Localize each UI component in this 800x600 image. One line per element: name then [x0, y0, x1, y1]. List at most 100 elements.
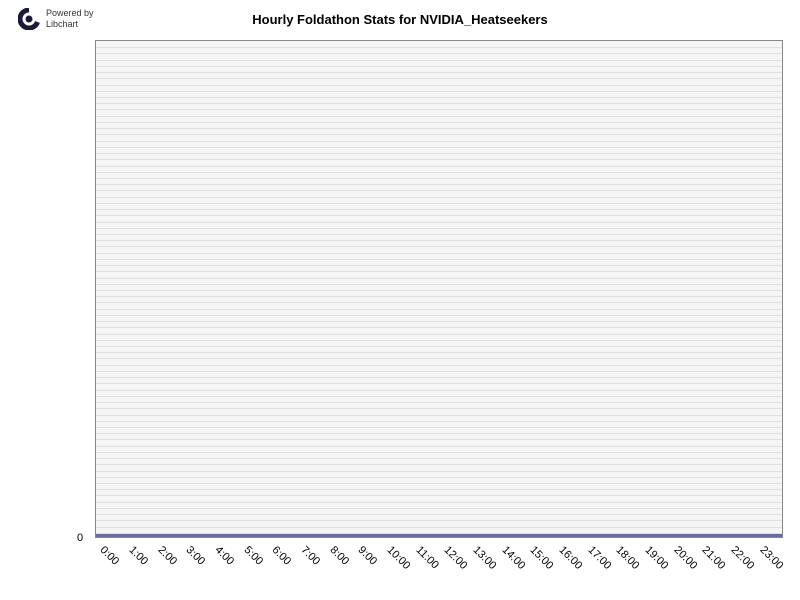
x-tick-label: 7:00 [299, 544, 323, 568]
x-tick-label: 13:00 [471, 544, 499, 572]
gridline [96, 109, 782, 110]
chart-plot-area [95, 40, 783, 538]
gridline [96, 134, 782, 135]
gridline [96, 159, 782, 160]
gridline [96, 346, 782, 347]
gridline [96, 495, 782, 496]
gridline [96, 327, 782, 328]
gridline [96, 47, 782, 48]
gridline [96, 321, 782, 322]
x-tick-label: 20:00 [671, 544, 699, 572]
x-tick-label: 16:00 [557, 544, 585, 572]
x-tick-label: 8:00 [327, 544, 351, 568]
gridline [96, 464, 782, 465]
gridline [96, 103, 782, 104]
gridline [96, 228, 782, 229]
gridline [96, 78, 782, 79]
gridline [96, 246, 782, 247]
gridline [96, 128, 782, 129]
gridline [96, 209, 782, 210]
gridline [96, 85, 782, 86]
x-tick-label: 1:00 [127, 544, 151, 568]
gridline [96, 377, 782, 378]
gridline [96, 147, 782, 148]
gridline [96, 203, 782, 204]
gridline [96, 240, 782, 241]
gridline [96, 91, 782, 92]
gridline [96, 141, 782, 142]
gridline [96, 265, 782, 266]
gridline [96, 166, 782, 167]
gridline [96, 60, 782, 61]
gridline [96, 315, 782, 316]
chart-baseline [96, 534, 782, 537]
gridline [96, 371, 782, 372]
gridline [96, 197, 782, 198]
gridline [96, 483, 782, 484]
gridline [96, 421, 782, 422]
gridline [96, 520, 782, 521]
x-tick-label: 12:00 [442, 544, 470, 572]
gridline [96, 253, 782, 254]
gridline [96, 116, 782, 117]
gridline [96, 302, 782, 303]
y-tick-label: 0 [77, 532, 83, 544]
gridline [96, 53, 782, 54]
gridline [96, 352, 782, 353]
gridline [96, 97, 782, 98]
gridline [96, 365, 782, 366]
gridline [96, 408, 782, 409]
x-tick-label: 4:00 [213, 544, 237, 568]
gridline [96, 458, 782, 459]
x-tick-label: 10:00 [385, 544, 413, 572]
chart-title: Hourly Foldathon Stats for NVIDIA_Heatse… [0, 12, 800, 27]
x-tick-label: 19:00 [643, 544, 671, 572]
x-tick-label: 0:00 [98, 544, 122, 568]
gridline [96, 396, 782, 397]
gridline [96, 184, 782, 185]
gridline [96, 72, 782, 73]
gridline [96, 153, 782, 154]
gridline [96, 358, 782, 359]
x-tick-label: 14:00 [499, 544, 527, 572]
gridline [96, 471, 782, 472]
gridline [96, 284, 782, 285]
gridline [96, 502, 782, 503]
gridline [96, 446, 782, 447]
x-tick-label: 21:00 [700, 544, 728, 572]
gridline [96, 278, 782, 279]
gridline [96, 215, 782, 216]
gridline [96, 427, 782, 428]
x-tick-label: 3:00 [184, 544, 208, 568]
x-tick-label: 6:00 [270, 544, 294, 568]
gridline [96, 190, 782, 191]
gridline [96, 508, 782, 509]
x-tick-label: 17:00 [585, 544, 613, 572]
gridline [96, 390, 782, 391]
gridline [96, 383, 782, 384]
gridline [96, 309, 782, 310]
gridline [96, 477, 782, 478]
x-tick-label: 18:00 [614, 544, 642, 572]
gridline [96, 334, 782, 335]
gridline [96, 222, 782, 223]
x-tick-label: 5:00 [241, 544, 265, 568]
gridline [96, 340, 782, 341]
x-tick-label: 9:00 [356, 544, 380, 568]
gridline [96, 415, 782, 416]
x-tick-label: 2:00 [155, 544, 179, 568]
gridline [96, 489, 782, 490]
gridline [96, 234, 782, 235]
gridline [96, 271, 782, 272]
gridline [96, 514, 782, 515]
gridline [96, 527, 782, 528]
gridline [96, 259, 782, 260]
gridline [96, 296, 782, 297]
gridline [96, 172, 782, 173]
gridline [96, 439, 782, 440]
gridline [96, 433, 782, 434]
gridline [96, 66, 782, 67]
gridline [96, 290, 782, 291]
gridline [96, 178, 782, 179]
gridline [96, 452, 782, 453]
